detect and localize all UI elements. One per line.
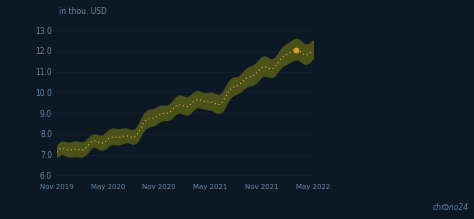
- Point: [292, 48, 300, 52]
- Text: in thou. USD: in thou. USD: [59, 7, 107, 16]
- Text: chrono24: chrono24: [433, 203, 469, 212]
- Text: ○: ○: [441, 202, 448, 211]
